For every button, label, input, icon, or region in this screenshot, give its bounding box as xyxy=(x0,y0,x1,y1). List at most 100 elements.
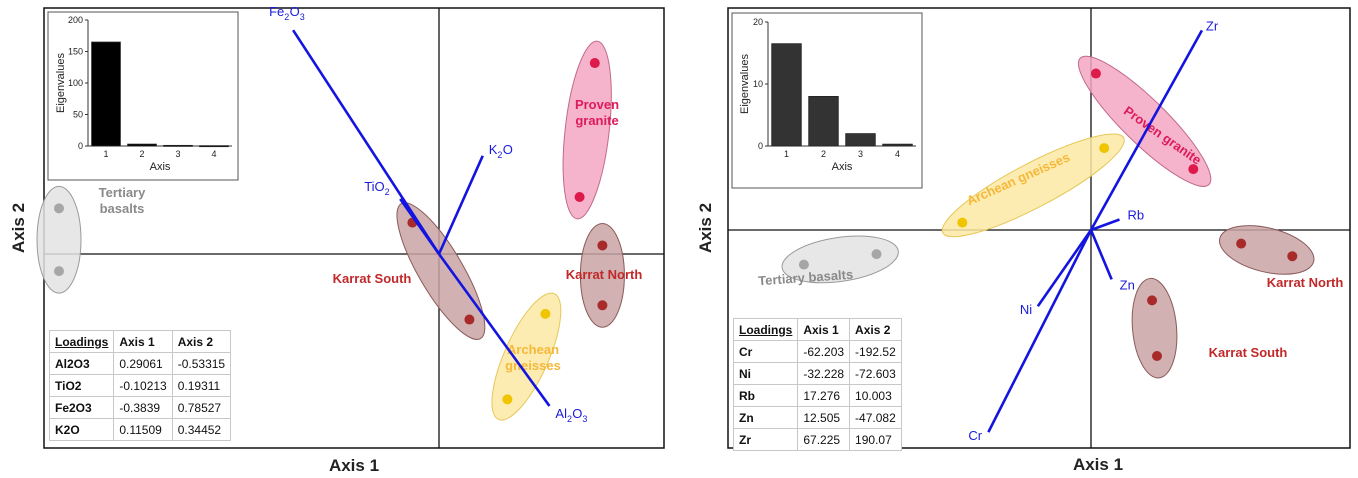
inset-y-tick-label: 200 xyxy=(68,15,83,25)
data-point-archean-gneisses-2 xyxy=(1099,143,1110,154)
loadings-value-cell: -0.10213 xyxy=(113,374,173,397)
data-point-archean-gneisses-2 xyxy=(502,394,513,405)
data-point-tertiary-basalts-2 xyxy=(871,249,882,260)
loadings-header-row: Loadings Axis 1 Axis 2 xyxy=(732,318,902,341)
vector-label-zr: Zr xyxy=(1206,18,1219,33)
loadings-row: Al2O3 0.29061 -0.53315 xyxy=(48,352,232,375)
group-label-tertiary-basalts: Tertiary basalts xyxy=(758,267,854,289)
inset-x-tick-label: 4 xyxy=(895,149,900,159)
vector-label-k2o: K2 O xyxy=(489,142,513,160)
loadings-header-cell: Loadings xyxy=(48,330,115,353)
vector-line-cr xyxy=(987,229,1093,433)
inset-y-tick-label: 10 xyxy=(753,79,763,89)
group-label-karrat-north: Karrat North xyxy=(566,267,643,282)
inset-y-axis-title: Eigenvalues xyxy=(55,53,67,113)
loadings-row: Rb 17.276 10.003 xyxy=(732,384,902,407)
loadings-header-row: Loadings Axis 1 Axis 2 xyxy=(48,330,232,353)
vector-line-zr xyxy=(1089,29,1204,231)
inset-x-tick-label: 2 xyxy=(139,149,144,159)
data-point-karrat-south-2 xyxy=(1152,351,1162,361)
loadings-value-cell: 67.225 xyxy=(797,428,851,451)
loadings-value-cell: -192.52 xyxy=(849,340,902,363)
vector-line-al2o3 xyxy=(437,253,551,407)
group-karrat-north: Karrat North xyxy=(566,222,643,328)
loadings-row: TiO2 -0.10213 0.19311 xyxy=(48,374,232,397)
loadings-value-cell: 17.276 xyxy=(797,384,851,407)
inset-x-tick-label: 1 xyxy=(103,149,108,159)
inset-y-tick-label: 0 xyxy=(78,141,83,151)
loadings-row: Zn 12.505 -47.082 xyxy=(732,406,902,429)
group-tertiary-basalts: Tertiary basalts xyxy=(758,235,899,289)
group-label-archean-gneisses: Archean xyxy=(507,342,559,357)
loadings-value-cell: 0.11509 xyxy=(113,418,173,441)
group-label-karrat-south: Karrat South xyxy=(1209,345,1288,360)
data-point-proven-granite-2 xyxy=(1188,164,1199,175)
loadings-value-cell: 190.07 xyxy=(849,428,902,451)
eigenvalue-bar-3 xyxy=(163,144,193,147)
data-point-karrat-south-2 xyxy=(464,314,475,325)
inset-x-tick-label: 1 xyxy=(784,149,789,159)
loadings-value-cell: 0.34452 xyxy=(171,418,232,441)
loadings-variable-cell: TiO2 xyxy=(48,374,115,397)
loadings-header-cell: Axis 1 xyxy=(113,330,173,353)
loadings-variable-cell: K2O xyxy=(48,418,115,441)
vector-label-rb: Rb xyxy=(1128,207,1145,222)
right-plot-frame xyxy=(727,7,1351,449)
vector-line-rb xyxy=(1090,218,1120,232)
loadings-variable-cell: Ni xyxy=(732,362,799,385)
loading-vector-cr: Cr xyxy=(968,229,1093,443)
data-point-archean-gneisses-1 xyxy=(957,217,968,228)
loadings-row: K2O 0.11509 0.34452 xyxy=(48,418,232,441)
vector-label-zn: Zn xyxy=(1120,277,1135,292)
loading-vector-k2o: K2 O xyxy=(437,142,513,255)
group-ellipse-tertiary-basalts xyxy=(781,235,899,284)
group-ellipse-tertiary-basalts xyxy=(36,185,82,294)
loadings-value-cell: -32.228 xyxy=(797,362,851,385)
right-x-axis-title: Axis 1 xyxy=(1073,455,1123,474)
eigenvalue-bar-2 xyxy=(808,96,839,147)
vector-label-al2o3: Al2 O3 xyxy=(555,406,587,424)
vector-label-ni: Ni xyxy=(1020,302,1032,317)
loadings-variable-cell: Rb xyxy=(732,384,799,407)
inset-y-tick-label: 20 xyxy=(753,17,763,27)
inset-y-tick-label: 100 xyxy=(68,78,83,88)
data-point-karrat-north-2 xyxy=(1287,251,1298,262)
loadings-value-cell: -0.3839 xyxy=(113,396,173,419)
inset-x-tick-label: 3 xyxy=(175,149,180,159)
loading-vector-tio2: TiO2 xyxy=(364,179,441,255)
loadings-value-cell: -0.53315 xyxy=(171,352,232,375)
group-ellipse-proven-granite xyxy=(562,40,612,220)
loadings-value-cell: -72.603 xyxy=(849,362,902,385)
vector-line-tio2 xyxy=(399,198,441,255)
inset-y-tick-label: 150 xyxy=(68,47,83,57)
group-ellipse-karrat-north xyxy=(1218,225,1315,275)
loadings-header-cell: Axis 2 xyxy=(849,318,902,341)
vector-line-zn xyxy=(1089,229,1113,280)
right-loadings-table: Loadings Axis 1 Axis 2 Cr -62.203 -192.52 Ni -3… xyxy=(732,318,902,451)
data-point-tertiary-basalts-1 xyxy=(54,203,64,214)
inset-y-tick-label: 0 xyxy=(758,141,763,151)
inset-y-axis-title: Eigenvalues xyxy=(739,54,751,114)
loadings-header-cell: Loadings xyxy=(732,318,799,341)
loadings-value-cell: -62.203 xyxy=(797,340,851,363)
loadings-value-cell: 12.505 xyxy=(797,406,851,429)
loadings-header-cell: Axis 1 xyxy=(797,318,851,341)
eigenvalue-bar-4 xyxy=(199,145,229,148)
inset-x-axis-title: Axis xyxy=(150,161,171,173)
data-point-karrat-north-1 xyxy=(1236,238,1247,249)
group-karrat-south: Karrat South xyxy=(1131,277,1288,379)
loadings-variable-cell: Cr xyxy=(732,340,799,363)
group-archean-gneisses: Archean gneisses xyxy=(941,133,1125,238)
vector-line-fe2o3 xyxy=(292,29,441,255)
inset-x-axis-title: Axis xyxy=(832,161,853,173)
vector-label-cr: Cr xyxy=(968,428,982,443)
group-label-proven-granite: Proven xyxy=(575,97,619,112)
loadings-value-cell: 0.78527 xyxy=(171,396,232,419)
group-label-karrat-north: Karrat North xyxy=(1267,275,1344,290)
data-point-karrat-south-1 xyxy=(1147,295,1158,306)
inset-x-tick-label: 3 xyxy=(858,149,863,159)
group-label-tertiary-basalts: basalts xyxy=(100,201,145,216)
